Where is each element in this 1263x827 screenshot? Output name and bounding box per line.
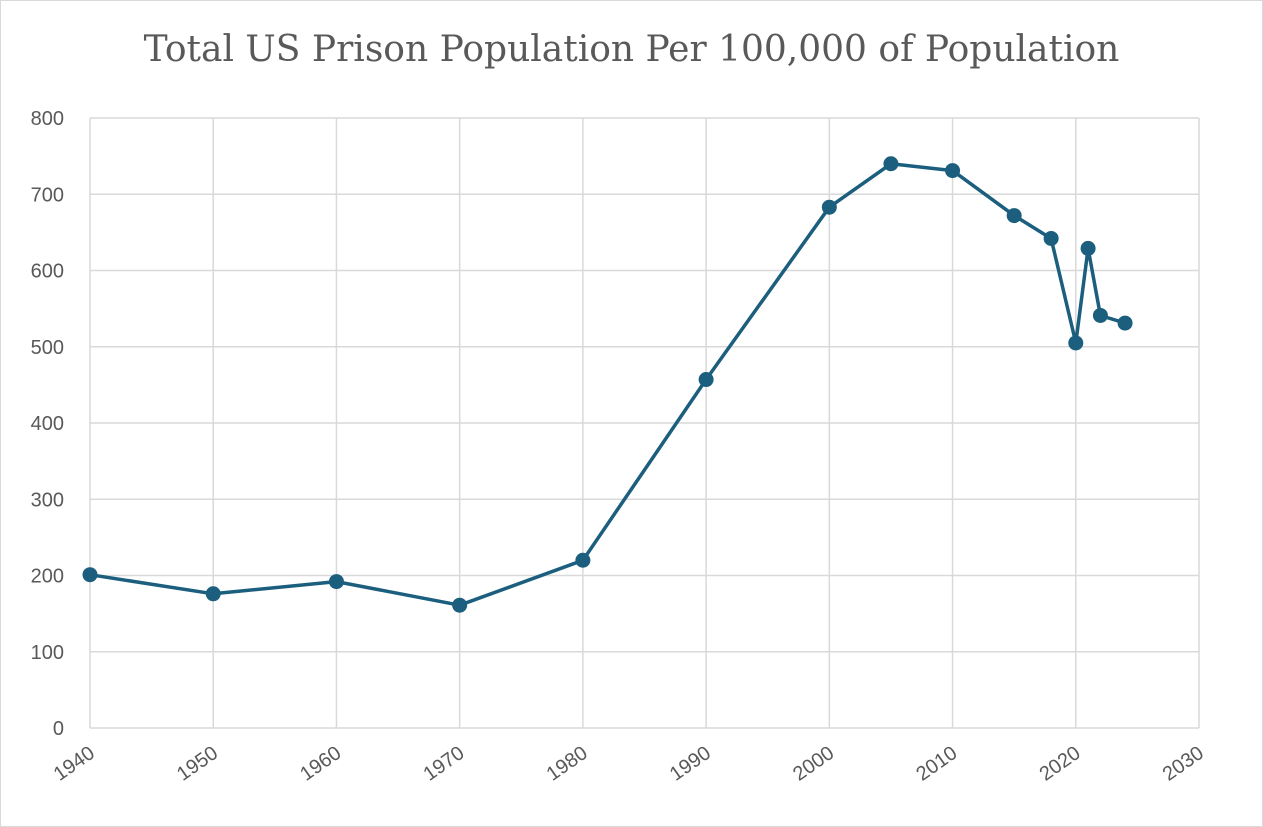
x-tick-label: 1970 xyxy=(419,742,468,786)
series-line xyxy=(88,162,1127,607)
data-point-marker xyxy=(1006,208,1022,224)
x-tick-label: 2020 xyxy=(1036,742,1085,786)
y-tick-label: 100 xyxy=(31,642,64,664)
x-tick-label: 2030 xyxy=(1159,742,1208,786)
x-tick-label: 1940 xyxy=(50,742,99,786)
data-point-marker xyxy=(452,597,468,613)
y-tick-label: 800 xyxy=(31,108,64,130)
data-point-marker xyxy=(1117,315,1133,331)
data-point-marker xyxy=(328,574,344,590)
y-tick-label: 0 xyxy=(53,718,64,740)
data-point-marker xyxy=(883,156,899,172)
x-tick-label: 2000 xyxy=(789,742,838,786)
y-tick-label: 400 xyxy=(31,413,64,435)
x-tick-label: 2010 xyxy=(912,742,961,786)
data-point-marker xyxy=(821,199,837,215)
x-tick-label: 1960 xyxy=(296,742,345,786)
data-point-marker xyxy=(1092,307,1108,323)
data-point-marker xyxy=(1043,230,1059,246)
x-tick-label: 1950 xyxy=(173,742,222,786)
data-point-marker xyxy=(82,567,98,583)
chart-title: Total US Prison Population Per 100,000 o… xyxy=(143,29,1120,70)
y-tick-label: 500 xyxy=(31,337,64,359)
data-point-marker xyxy=(1080,240,1096,256)
y-tick-label: 300 xyxy=(31,489,64,511)
data-point-marker xyxy=(1068,335,1084,351)
data-point-marker xyxy=(698,372,714,388)
data-point-marker xyxy=(205,586,221,602)
x-axis-tick-labels: 1940 1950 1960 1970 1980 1990 2000 2010 2020 2030 xyxy=(50,742,1208,786)
x-tick-label: 1990 xyxy=(666,742,715,786)
y-tick-label: 600 xyxy=(31,261,64,283)
y-tick-label: 700 xyxy=(31,184,64,206)
x-tick-label: 1980 xyxy=(543,742,592,786)
y-tick-label: 200 xyxy=(31,566,64,588)
data-point-marker xyxy=(945,163,961,179)
data-point-marker xyxy=(575,552,591,568)
data-series xyxy=(82,156,1133,613)
y-axis-tick-labels: 0 100 200 300 400 500 600 700 800 xyxy=(31,108,64,740)
gridlines xyxy=(89,117,1200,729)
